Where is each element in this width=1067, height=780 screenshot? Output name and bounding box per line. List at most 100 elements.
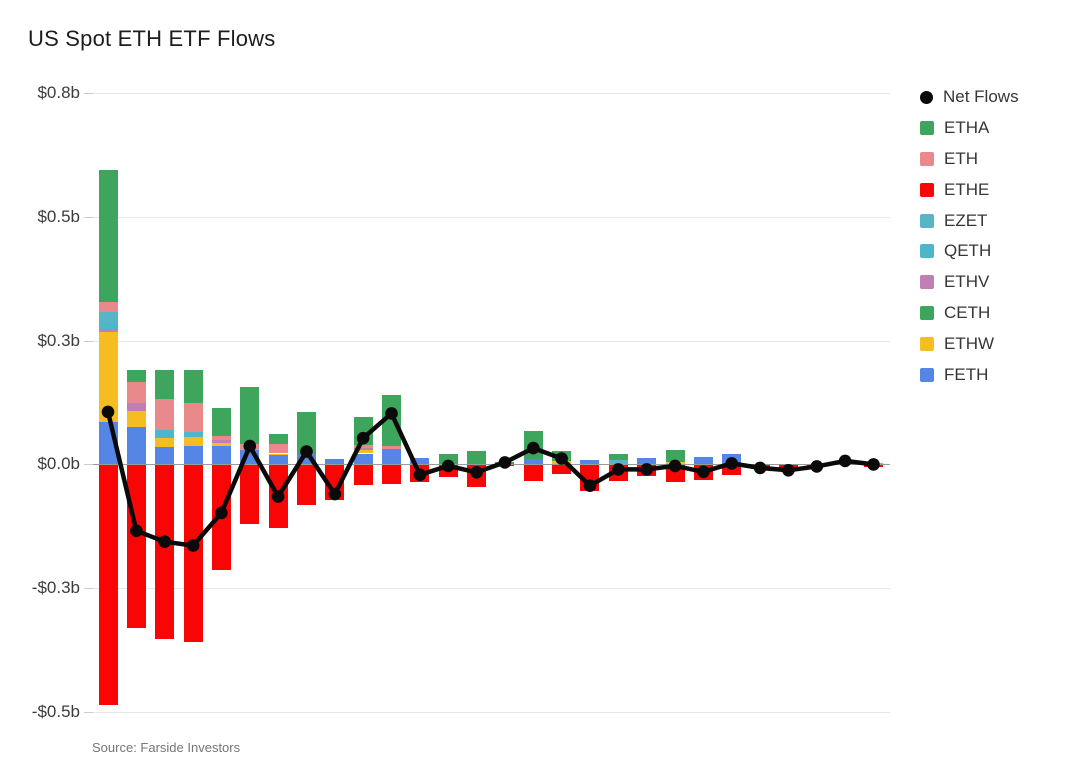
net-flows-point bbox=[612, 463, 625, 476]
y-tick-label: -$0.5b bbox=[31, 702, 80, 721]
bar-segment-ethe bbox=[183, 465, 203, 642]
legend-item-net-flows: Net Flows bbox=[920, 82, 1019, 113]
net-flows-point bbox=[441, 459, 455, 473]
net-flows-point bbox=[555, 452, 568, 465]
bar-segment-qeth bbox=[98, 322, 118, 330]
net-flows-point bbox=[668, 459, 682, 473]
legend-item-ethe: ETHE bbox=[920, 174, 1019, 205]
bar-segment-ethe bbox=[296, 465, 316, 505]
net-flows-point bbox=[186, 539, 200, 552]
y-tick-label: $0.3b bbox=[37, 330, 80, 350]
bar-segment-etha bbox=[211, 408, 231, 436]
bar-segment-ethe bbox=[552, 465, 572, 475]
legend-item-etha: ETHA bbox=[920, 113, 1019, 144]
bar-segment-ethw bbox=[353, 449, 373, 454]
bar-segment-ethv bbox=[126, 402, 146, 411]
bar-segment-ethe bbox=[353, 465, 373, 486]
gridline bbox=[93, 93, 890, 94]
net-flows-point bbox=[527, 441, 540, 455]
bar-segment-ethw bbox=[183, 437, 203, 446]
y-tick-mark bbox=[84, 588, 93, 590]
y-tick-label: $0.5b bbox=[37, 206, 80, 226]
legend-label: FETH bbox=[944, 364, 989, 384]
legend-square-swatch bbox=[920, 367, 934, 382]
legend-item-eth: ETH bbox=[920, 144, 1019, 175]
legend-square-swatch bbox=[920, 244, 934, 259]
legend-label: Net Flows bbox=[943, 87, 1019, 107]
legend-item-ethw: ETHW bbox=[920, 328, 1019, 359]
legend-label: QETH bbox=[944, 241, 992, 261]
legend-label: ETHV bbox=[944, 272, 990, 292]
legend-square-swatch bbox=[920, 305, 934, 320]
y-tick-mark bbox=[84, 93, 93, 94]
bar-segment-etha bbox=[98, 169, 118, 303]
bar-segment-ethw bbox=[126, 410, 146, 428]
bar-segment-eth bbox=[211, 435, 231, 440]
chart-title: US Spot ETH ETF Flows bbox=[28, 26, 276, 51]
y-tick-mark bbox=[84, 712, 93, 713]
bar-segment-etha bbox=[608, 454, 628, 461]
net-flows-point bbox=[810, 460, 824, 473]
net-flows-point bbox=[753, 461, 767, 475]
net-flows-line bbox=[101, 405, 880, 552]
bar-segment-feth bbox=[126, 427, 146, 465]
bar-segment-feth bbox=[183, 445, 203, 465]
legend-item-ceth: CETH bbox=[920, 298, 1019, 329]
bar-segment-etha bbox=[438, 454, 458, 465]
legend-label: EZET bbox=[944, 210, 988, 230]
gridline bbox=[93, 712, 890, 713]
legend-square-swatch bbox=[920, 151, 934, 166]
net-flows-point bbox=[697, 465, 710, 479]
legend-square-swatch bbox=[920, 213, 934, 228]
bar-segment-etha bbox=[240, 387, 260, 445]
legend: Net Flows ETHA ETH ETHE EZET QETH ETHV CETH ETHW… bbox=[920, 82, 1019, 390]
net-flows-point bbox=[867, 458, 880, 471]
bar-segment-feth bbox=[382, 448, 401, 465]
net-flows-point bbox=[838, 454, 852, 468]
gridline bbox=[93, 340, 890, 342]
net-flows-point bbox=[782, 464, 795, 477]
bar-segment-etha bbox=[467, 451, 487, 465]
net-flows-point bbox=[356, 431, 370, 445]
net-flows-point bbox=[215, 506, 228, 520]
net-flows-point bbox=[413, 468, 427, 482]
legend-square-swatch bbox=[920, 275, 934, 290]
legend-label: CETH bbox=[944, 302, 991, 322]
bar-segment-feth bbox=[410, 458, 430, 465]
bar-segment-ethw bbox=[98, 332, 118, 423]
bar-segment-feth bbox=[580, 460, 600, 465]
bar-segment-etha bbox=[296, 412, 316, 455]
net-flows-point bbox=[300, 445, 313, 458]
bar-segment-eth bbox=[353, 444, 373, 448]
net-flows-point bbox=[640, 463, 653, 476]
bar-segment-etha bbox=[665, 449, 685, 463]
net-flows-point bbox=[385, 407, 398, 420]
y-tick-mark bbox=[84, 340, 93, 342]
legend-square-swatch bbox=[920, 182, 934, 197]
legend-label: ETH bbox=[944, 148, 978, 168]
bar-segment-etha bbox=[382, 395, 401, 446]
net-flows-point bbox=[498, 456, 512, 469]
net-flows-point bbox=[583, 479, 597, 493]
y-tick-label: -$0.3b bbox=[31, 578, 80, 598]
legend-square-swatch bbox=[920, 121, 934, 136]
bar-segment-eth bbox=[98, 302, 118, 313]
bar-segment-feth bbox=[211, 445, 231, 465]
net-flows-point bbox=[725, 457, 738, 470]
bar-segment-qeth bbox=[183, 432, 203, 438]
bar-segment-ethe bbox=[240, 465, 260, 525]
plot-area bbox=[93, 93, 890, 713]
bar-segment-ethw bbox=[155, 438, 175, 447]
legend-item-qeth: QETH bbox=[920, 236, 1019, 267]
bar-segment-feth bbox=[155, 446, 175, 465]
bar-segment-feth bbox=[693, 456, 713, 465]
bar-segment-ezet bbox=[608, 460, 628, 465]
net-flows-point bbox=[101, 405, 115, 419]
bar-segment-eth bbox=[382, 445, 401, 449]
bar-segment-ethe bbox=[382, 465, 401, 484]
bar-segment-qeth bbox=[155, 430, 175, 439]
bar-segment-etha bbox=[126, 370, 146, 383]
legend-label: ETHA bbox=[944, 118, 990, 138]
net-flows-point bbox=[243, 439, 257, 453]
